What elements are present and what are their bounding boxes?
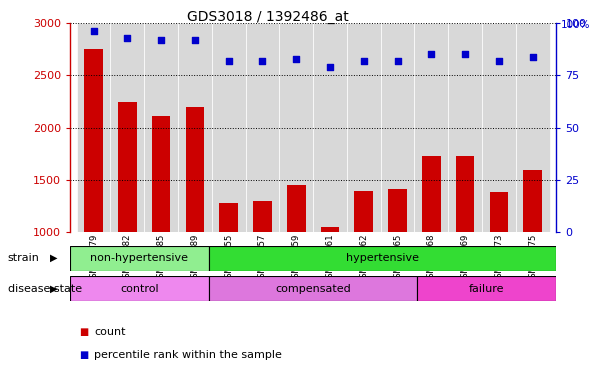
Bar	[489, 192, 508, 337]
Point	[258, 58, 268, 64]
Bar	[417, 276, 556, 301]
Bar	[354, 191, 373, 337]
Bar	[118, 101, 137, 337]
Point	[89, 28, 98, 35]
Bar	[523, 170, 542, 337]
Point	[528, 53, 537, 60]
Point	[291, 56, 301, 62]
Bar	[178, 23, 212, 232]
Bar	[111, 23, 144, 232]
Bar	[347, 23, 381, 232]
Point	[224, 58, 233, 64]
Point	[494, 58, 504, 64]
Bar	[482, 23, 516, 232]
Point	[156, 37, 166, 43]
Text: hypertensive: hypertensive	[346, 253, 419, 263]
Text: ■: ■	[79, 350, 88, 360]
Bar	[144, 23, 178, 232]
Text: count: count	[94, 327, 126, 337]
Text: compensated: compensated	[275, 284, 351, 294]
Bar	[77, 23, 111, 232]
Text: 100%: 100%	[561, 20, 590, 30]
Bar	[209, 246, 556, 271]
Bar	[70, 246, 209, 271]
Text: disease state: disease state	[8, 284, 82, 294]
Bar	[209, 276, 417, 301]
Bar	[279, 23, 313, 232]
Bar	[456, 156, 474, 337]
Point	[122, 35, 132, 41]
Point	[460, 51, 470, 58]
Text: control: control	[120, 284, 159, 294]
Point	[393, 58, 402, 64]
Bar	[70, 276, 209, 301]
Point	[359, 58, 368, 64]
Bar	[185, 107, 204, 337]
Bar	[389, 189, 407, 337]
Bar	[287, 185, 306, 337]
Text: ▶: ▶	[50, 253, 57, 263]
Point	[426, 51, 436, 58]
Bar	[313, 23, 347, 232]
Text: non-hypertensive: non-hypertensive	[91, 253, 188, 263]
Bar	[246, 23, 279, 232]
Point	[325, 64, 335, 70]
Bar	[85, 49, 103, 337]
Bar	[448, 23, 482, 232]
Bar	[152, 116, 170, 337]
Bar	[516, 23, 550, 232]
Text: percentile rank within the sample: percentile rank within the sample	[94, 350, 282, 360]
Bar	[422, 156, 441, 337]
Text: failure: failure	[469, 284, 505, 294]
Bar	[219, 203, 238, 337]
Point	[190, 37, 200, 43]
Text: strain: strain	[8, 253, 40, 263]
Text: GDS3018 / 1392486_at: GDS3018 / 1392486_at	[187, 10, 348, 23]
Bar	[415, 23, 448, 232]
Bar	[321, 227, 339, 337]
Text: ▶: ▶	[50, 284, 57, 294]
Bar	[212, 23, 246, 232]
Text: ■: ■	[79, 327, 88, 337]
Bar	[381, 23, 415, 232]
Bar	[253, 201, 272, 337]
